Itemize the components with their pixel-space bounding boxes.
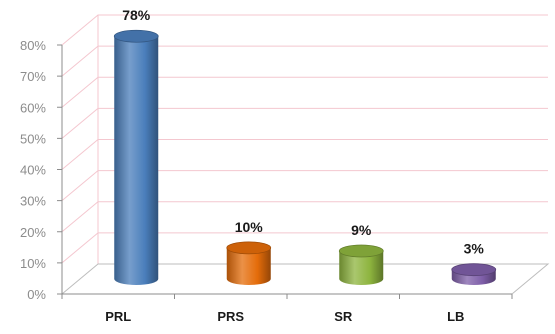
gridline bbox=[61, 170, 548, 202]
bar-prl bbox=[113, 29, 159, 285]
axes: 0% 10% 20% 30% 40% 50% 60% 70% 80% bbox=[20, 38, 513, 302]
y-tick-label: 70% bbox=[20, 69, 46, 84]
y-tick-label: 50% bbox=[20, 131, 46, 146]
bars bbox=[113, 29, 497, 285]
labels: 78% PRL 10% PRS 9% SR 3% LB bbox=[105, 7, 484, 324]
data-label: 3% bbox=[464, 241, 485, 257]
gridlines bbox=[61, 14, 548, 264]
gridline bbox=[61, 201, 548, 233]
category-label: LB bbox=[447, 309, 464, 324]
bar-body bbox=[114, 36, 159, 285]
y-tick-label: 0% bbox=[27, 287, 46, 302]
floor-outline bbox=[61, 263, 550, 295]
y-tick-label: 20% bbox=[20, 225, 46, 240]
data-label: 78% bbox=[122, 7, 151, 23]
gridline bbox=[61, 232, 548, 264]
y-tick-label: 30% bbox=[20, 194, 46, 209]
bar-top bbox=[338, 244, 384, 258]
bar-top bbox=[113, 29, 159, 43]
data-label: 10% bbox=[235, 219, 264, 235]
gridline bbox=[61, 107, 548, 139]
gridline bbox=[61, 45, 548, 77]
y-tick-label: 40% bbox=[20, 163, 46, 178]
bar-top bbox=[451, 263, 497, 277]
bar-body bbox=[339, 250, 384, 285]
category-label: SR bbox=[334, 309, 353, 324]
bar-body bbox=[226, 247, 271, 285]
gridline bbox=[61, 139, 548, 170]
category-label: PRL bbox=[105, 309, 131, 324]
y-tick-label: 60% bbox=[20, 100, 46, 115]
category-label: PRS bbox=[217, 309, 244, 324]
y-tick-label: 10% bbox=[20, 256, 46, 271]
bar-prs bbox=[226, 241, 272, 285]
gridline bbox=[61, 14, 548, 46]
y-tick-label: 80% bbox=[20, 38, 46, 53]
bar-sr bbox=[338, 244, 384, 285]
bar-lb bbox=[451, 263, 497, 285]
data-label: 9% bbox=[351, 222, 372, 238]
gridline bbox=[61, 76, 548, 108]
bar-top bbox=[226, 241, 272, 255]
